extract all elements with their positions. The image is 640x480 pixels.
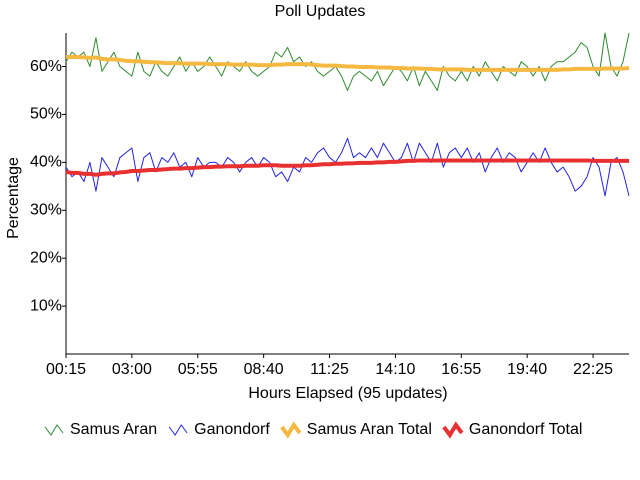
x-tick-label: 03:00 — [112, 361, 152, 378]
legend-icon — [442, 421, 464, 439]
legend-icon — [280, 421, 302, 439]
x-tick-label: 14:10 — [375, 361, 415, 378]
chart-title: Poll Updates — [275, 3, 366, 20]
legend-icon — [168, 424, 188, 436]
x-axis-label: Hours Elapsed (95 updates) — [248, 385, 447, 402]
x-tick-label: 00:15 — [46, 361, 86, 378]
y-tick-label: 40% — [30, 154, 62, 171]
x-tick-label: 16:55 — [441, 361, 481, 378]
series-line — [66, 54, 630, 72]
y-axis-label: Percentage — [5, 157, 22, 239]
series-line — [65, 32, 630, 91]
y-tick-label: 30% — [30, 201, 62, 218]
legend-label: Samus Aran — [70, 421, 157, 438]
x-tick-label: 22:25 — [573, 361, 613, 378]
x-tick-label: 05:55 — [178, 361, 218, 378]
x-tick-label: 11:25 — [310, 361, 349, 378]
legend-label: Samus Aran Total — [307, 421, 432, 438]
series-line — [65, 137, 630, 197]
series-line — [65, 158, 629, 177]
legend-label: Ganondorf — [194, 421, 270, 438]
x-tick-label: 08:40 — [244, 361, 284, 378]
y-tick-label: 10% — [30, 297, 62, 314]
y-tick-label: 50% — [30, 106, 62, 123]
legend-label: Ganondorf Total — [469, 421, 583, 438]
y-tick-label: 60% — [30, 58, 62, 75]
y-tick-label: 20% — [30, 249, 62, 266]
legend-icon — [44, 424, 64, 436]
x-tick-label: 19:40 — [507, 361, 547, 378]
